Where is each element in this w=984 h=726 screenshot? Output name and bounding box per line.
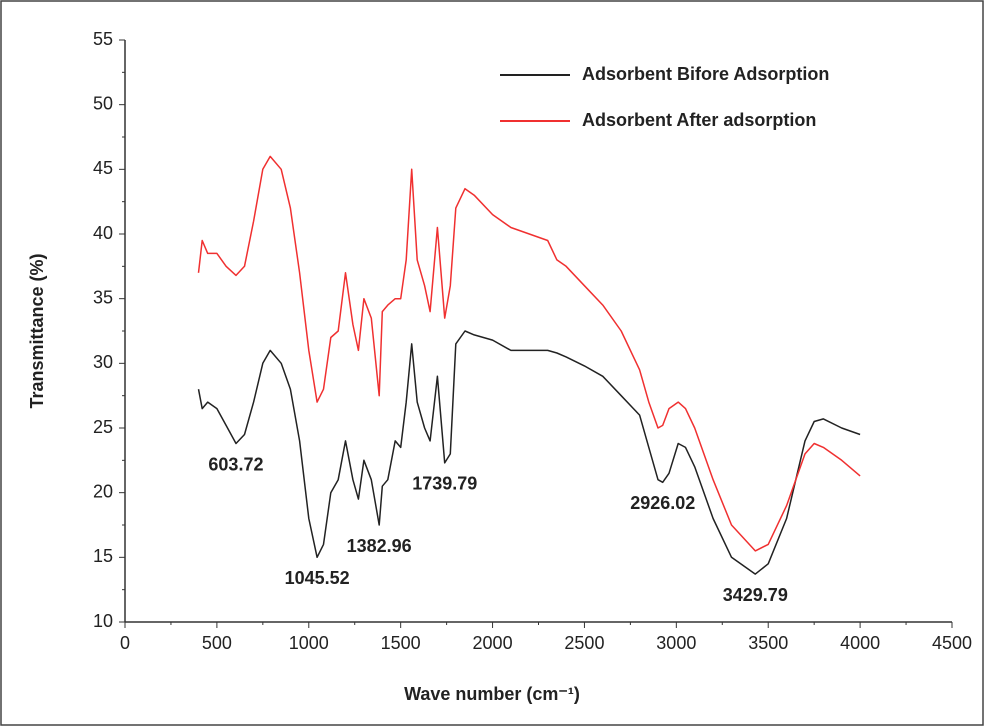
- x-tick-label: 1500: [381, 633, 421, 653]
- x-axis-label: Wave number (cm⁻¹): [404, 684, 580, 704]
- annotation: 2926.02: [630, 493, 695, 513]
- legend-label: Adsorbent After adsorption: [582, 110, 816, 130]
- x-tick-label: 4000: [840, 633, 880, 653]
- y-tick-label: 35: [93, 287, 113, 307]
- legend-label: Adsorbent Bifore Adsorption: [582, 64, 829, 84]
- x-tick-label: 2000: [473, 633, 513, 653]
- x-tick-label: 3500: [748, 633, 788, 653]
- y-tick-label: 50: [93, 93, 113, 113]
- y-tick-label: 45: [93, 158, 113, 178]
- y-tick-label: 40: [93, 223, 113, 243]
- x-tick-label: 500: [202, 633, 232, 653]
- annotation: 1045.52: [285, 568, 350, 588]
- x-tick-label: 1000: [289, 633, 329, 653]
- x-tick-label: 2500: [564, 633, 604, 653]
- series-line: [197, 155, 861, 552]
- annotation: 1382.96: [347, 536, 412, 556]
- x-tick-label: 3000: [656, 633, 696, 653]
- x-tick-label: 4500: [932, 633, 972, 653]
- y-axis-label: Transmittance (%): [27, 253, 47, 408]
- x-tick-label: 0: [120, 633, 130, 653]
- y-tick-label: 10: [93, 611, 113, 631]
- annotation: 1739.79: [412, 474, 477, 494]
- y-tick-label: 55: [93, 29, 113, 49]
- y-tick-label: 25: [93, 417, 113, 437]
- annotation: 3429.79: [723, 585, 788, 605]
- series-line: [197, 330, 861, 575]
- y-tick-label: 30: [93, 352, 113, 372]
- annotation: 603.72: [208, 454, 263, 474]
- y-tick-label: 15: [93, 546, 113, 566]
- y-tick-label: 20: [93, 481, 113, 501]
